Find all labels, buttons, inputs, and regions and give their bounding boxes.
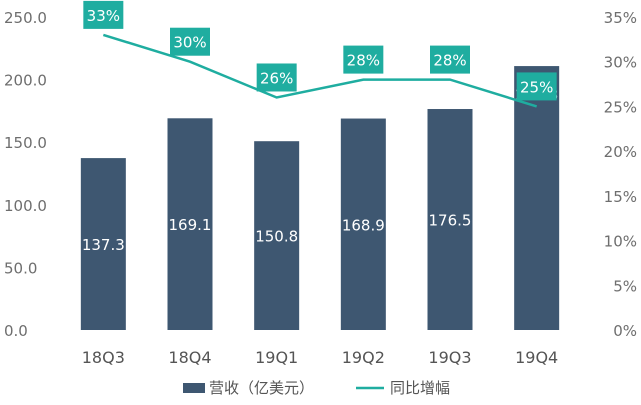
right-axis-tick-label: 30%	[604, 54, 637, 72]
line-value-label: 26%	[260, 69, 293, 87]
right-axis-tick-label: 10%	[604, 233, 637, 251]
bar-value-label: 169.1	[169, 216, 212, 234]
x-axis-tick-label: 18Q4	[168, 348, 211, 367]
left-axis-tick-label: 50.0	[4, 259, 37, 277]
x-axis: 18Q3 18Q4 19Q1 19Q2 19Q3 19Q4	[82, 348, 558, 367]
line-label-box	[516, 72, 557, 101]
line-value-label: 30%	[173, 34, 206, 52]
right-axis-tick-label: 15%	[604, 188, 637, 206]
legend-bar-swatch	[183, 383, 205, 393]
bar-value-label: 150.8	[255, 228, 298, 246]
growth-line	[102, 33, 538, 108]
line-label-box	[83, 0, 124, 29]
x-axis-tick-label: 19Q4	[515, 348, 558, 367]
x-axis-tick-label: 19Q3	[428, 348, 471, 367]
right-axis-tick-label: 25%	[604, 98, 637, 116]
bar-series	[80, 66, 560, 330]
line-value-label: 25%	[520, 78, 553, 96]
bar	[427, 109, 473, 330]
bar	[254, 141, 300, 330]
line-value-label: 33%	[87, 7, 120, 25]
x-axis-tick-label: 19Q2	[342, 348, 385, 367]
line-label-box	[170, 27, 210, 56]
bar-value-label: 176.5	[429, 212, 472, 230]
line-label-box	[430, 45, 470, 74]
legend: 营收（亿美元） 同比增幅	[183, 379, 450, 397]
left-axis-tick-label: 0.0	[4, 322, 28, 340]
right-axis-tick-label: 5%	[613, 277, 637, 295]
line-value-label: 28%	[433, 52, 466, 70]
bar	[340, 118, 386, 330]
line-value-labels: 33% 30% 26% 28% 28% 25%	[83, 0, 557, 101]
bar	[80, 158, 126, 330]
bar	[514, 66, 560, 330]
x-axis-tick-label: 19Q1	[255, 348, 298, 367]
left-axis-tick-label: 200.0	[4, 72, 47, 90]
line-label-box	[343, 45, 384, 74]
legend-bar-label: 营收（亿美元）	[209, 379, 314, 397]
line-label-box	[256, 63, 297, 92]
legend-line-label: 同比增幅	[390, 379, 450, 397]
bar-value-label: 137.3	[82, 236, 125, 254]
left-axis-tick-label: 250.0	[4, 9, 47, 27]
left-axis-tick-label: 150.0	[4, 134, 47, 152]
bar-value-label: 168.9	[342, 216, 385, 234]
line-value-label: 28%	[347, 52, 380, 70]
left-axis: 0.0 50.0 100.0 150.0 200.0 250.0	[4, 9, 47, 340]
x-axis-tick-label: 18Q3	[82, 348, 125, 367]
right-axis-tick-label: 35%	[604, 9, 637, 27]
right-axis-tick-label: 20%	[604, 143, 637, 161]
bar	[167, 118, 213, 330]
line-series	[102, 33, 538, 108]
left-axis-tick-label: 100.0	[4, 197, 47, 215]
right-axis: 0% 5% 10% 15% 20% 25% 30% 35%	[604, 9, 637, 340]
right-axis-tick-label: 0%	[613, 322, 637, 340]
